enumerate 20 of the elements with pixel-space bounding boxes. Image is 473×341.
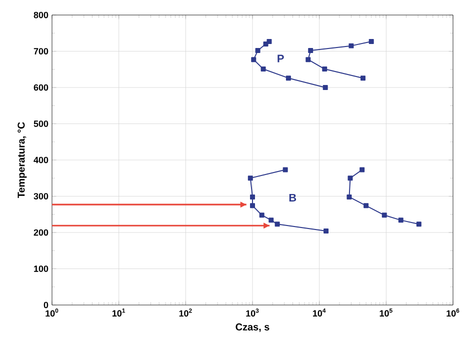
y-tick-label: 800 [34, 12, 48, 18]
y-tick-label: 0 [44, 302, 48, 308]
annotation: P [278, 54, 284, 62]
y-tick-label: 400 [34, 156, 48, 164]
x-tick-label: 10$^{1}$ [112, 308, 126, 317]
y-tick-label: 600 [34, 84, 48, 91]
x-tick-label: 10$^{3}$ [246, 308, 259, 317]
x-tick-label: 10$^{0}$ [46, 308, 58, 317]
x-tick-label: 10$^{6}$ [446, 308, 460, 317]
x-axis-title: Czas, s [236, 323, 270, 332]
y-tick-label: 300 [34, 193, 48, 200]
annotation: B [289, 194, 296, 202]
y-tick-label: 700 [34, 48, 48, 54]
y-tick-label: 200 [34, 229, 48, 236]
x-tick-label: 10$^{2}$ [179, 308, 192, 317]
y-tick-label: 500 [34, 120, 48, 127]
y-tick-label: 100 [34, 266, 48, 272]
x-tick-label: 10$^{5}$ [380, 308, 392, 317]
y-axis-title: Temperatura, °C [18, 122, 27, 198]
x-tick-label: 10$^{4}$ [313, 308, 326, 317]
